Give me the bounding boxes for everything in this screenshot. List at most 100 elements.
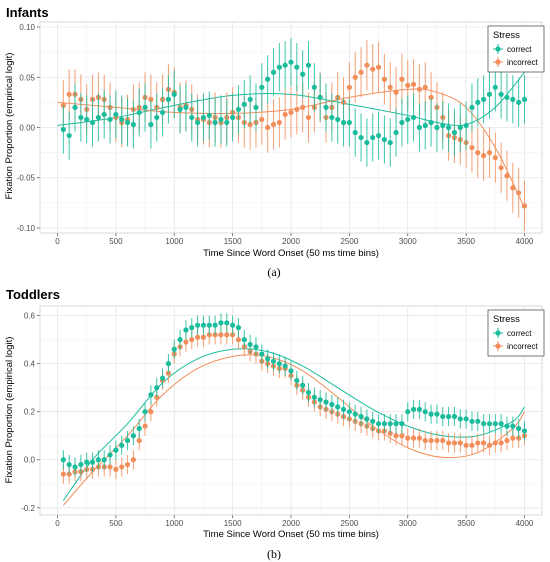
y-axis-label: Fixation Proportion (empirical logit) — [4, 337, 15, 484]
point-incorrect — [486, 442, 493, 448]
point-correct — [154, 114, 160, 121]
point-correct — [346, 409, 352, 415]
point-correct — [282, 62, 288, 68]
point-correct — [486, 421, 493, 427]
point-correct — [457, 416, 463, 422]
point-correct — [440, 122, 446, 129]
point-correct — [323, 399, 329, 405]
point-correct — [270, 69, 277, 75]
point-correct — [311, 84, 317, 90]
point-correct — [510, 96, 516, 102]
point-incorrect — [282, 111, 288, 118]
point-correct — [305, 389, 312, 396]
point-correct — [381, 136, 387, 143]
point-incorrect — [428, 437, 434, 444]
point-correct — [276, 361, 282, 367]
point-incorrect — [481, 440, 487, 446]
point-correct — [253, 344, 259, 350]
point-incorrect — [416, 435, 423, 441]
x-tick-label: 3000 — [399, 237, 417, 246]
x-tick-label: 3500 — [457, 237, 475, 246]
point-incorrect — [469, 442, 475, 448]
point-incorrect — [124, 461, 131, 468]
point-correct — [288, 59, 294, 65]
x-axis-label: Time Since Word Onset (50 ms time bins) — [203, 248, 379, 259]
point-correct — [387, 421, 393, 427]
x-tick-label: 1000 — [165, 237, 183, 246]
plot-border — [39, 305, 543, 516]
point-correct — [130, 433, 136, 439]
point-correct — [294, 377, 300, 384]
point-correct — [469, 418, 475, 424]
point-correct — [183, 104, 189, 111]
point-incorrect — [381, 76, 387, 82]
x-tick-label: 4000 — [516, 519, 534, 528]
point-correct — [113, 111, 119, 118]
point-correct — [218, 320, 224, 326]
point-correct — [107, 116, 113, 123]
point-correct — [311, 394, 317, 400]
point-correct — [381, 421, 387, 427]
point-incorrect — [270, 121, 277, 128]
legend-key-point-incorrect — [495, 343, 501, 349]
point-correct — [492, 84, 498, 90]
legend-title: Stress — [493, 314, 520, 325]
chart-title: Toddlers — [6, 287, 60, 302]
y-tick-label: 0.00 — [19, 124, 35, 133]
y-tick-label: -0.05 — [17, 174, 36, 183]
point-correct — [428, 411, 434, 417]
legend-label-incorrect: incorrect — [507, 342, 538, 351]
point-correct — [142, 104, 148, 111]
point-correct — [241, 101, 247, 107]
point-correct — [504, 423, 510, 429]
legend: Stress correct incorrect — [487, 25, 545, 73]
point-correct — [165, 361, 172, 367]
plot-border — [39, 21, 543, 234]
point-incorrect — [492, 155, 498, 161]
point-incorrect — [247, 121, 253, 128]
point-correct — [399, 421, 405, 427]
point-correct — [498, 91, 504, 97]
point-incorrect — [375, 64, 382, 70]
point-correct — [416, 406, 423, 412]
point-correct — [259, 84, 265, 90]
point-correct — [352, 411, 358, 417]
point-correct — [78, 461, 84, 468]
x-tick-label: 0 — [55, 237, 60, 246]
point-correct — [259, 351, 265, 357]
point-correct — [410, 406, 417, 412]
point-correct — [475, 418, 481, 424]
point-correct — [78, 114, 84, 121]
point-correct — [66, 461, 72, 468]
point-incorrect — [183, 339, 189, 345]
fit-line-correct — [62, 348, 525, 501]
point-correct — [498, 421, 504, 427]
point-incorrect — [148, 409, 154, 415]
point-correct — [463, 122, 469, 129]
point-correct — [247, 341, 253, 348]
point-correct — [516, 425, 522, 432]
point-incorrect — [486, 150, 493, 156]
point-correct — [66, 132, 72, 139]
x-tick-label: 2000 — [282, 519, 300, 528]
point-incorrect — [475, 150, 481, 156]
x-tick-label: 500 — [109, 237, 123, 246]
point-incorrect — [224, 332, 230, 338]
point-incorrect — [498, 440, 504, 446]
point-correct — [323, 104, 329, 111]
point-correct — [481, 96, 487, 102]
point-incorrect — [288, 109, 294, 116]
point-correct — [235, 325, 242, 331]
point-correct — [422, 122, 428, 129]
point-incorrect — [352, 74, 358, 80]
point-incorrect — [265, 124, 271, 131]
point-correct — [335, 404, 341, 410]
point-correct — [124, 437, 131, 444]
point-correct — [60, 457, 66, 463]
point-correct — [183, 327, 189, 333]
point-correct — [95, 457, 101, 463]
point-correct — [329, 114, 335, 121]
point-correct — [60, 126, 66, 133]
point-correct — [440, 413, 446, 420]
